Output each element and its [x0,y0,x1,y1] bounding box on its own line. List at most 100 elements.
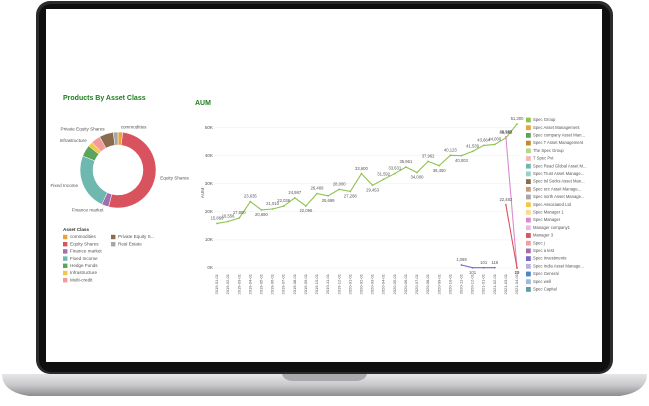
legend-swatch [526,117,531,123]
x-tick-label: 2019-09-01 [303,273,308,294]
y-tick-label: 10K [205,237,214,242]
data-label: 46,698 [499,129,512,134]
legend-swatch [63,249,68,254]
data-point [460,264,463,266]
data-label: 40,003 [455,158,468,163]
data-label: 22,096 [299,208,312,213]
data-point [416,171,418,174]
legend-swatch [526,202,531,208]
legend-swatch [111,242,116,247]
legend-label: Spec Capital [533,287,557,292]
data-point [482,144,485,147]
legend-swatch [526,263,531,269]
x-tick-label: 2019-12-01 [336,273,341,294]
data-point [282,205,285,208]
legend-label: Spec Manager 1 [533,210,564,215]
series-line [461,264,495,269]
data-label: 33,600 [355,166,368,171]
legend-swatch [63,270,68,276]
donut-slice [108,132,157,209]
data-label: 16,556 [222,214,235,219]
x-tick-label: 2019-07-01 [281,273,286,294]
data-label: 10 [515,270,520,275]
data-point [271,208,274,210]
data-point [393,172,396,175]
data-point [249,200,252,203]
data-label: 28,000 [333,181,346,186]
legend-swatch [526,186,531,192]
screen [46,9,602,362]
data-point [438,164,441,167]
legend-label: Spec Group [533,117,556,122]
legend-label: Spec Investments [533,256,566,261]
x-tick-label: 2020-03-01 [370,273,375,294]
data-point [471,266,474,269]
data-label: 41,539 [466,143,479,148]
legend-swatch [63,256,68,261]
data-point [449,154,452,157]
legend-label: Real Estate [118,241,142,246]
legend-label: Spec General [533,271,559,276]
data-label: 25,699 [322,198,335,203]
legend-label: Spec tsl Socks Asset Man... [533,179,585,184]
data-label: 20,690 [255,212,268,217]
data-point [382,178,385,181]
x-tick-label: 2020-05-01 [392,273,397,294]
data-label: 22,036 [277,198,290,203]
legend-swatch [526,233,531,238]
legend-label: Spec Trust Asset Manage... [533,171,584,176]
data-point [493,143,496,146]
data-label: 17,800 [233,210,246,215]
x-tick-label: 2019-08-01 [292,273,297,294]
x-tick-label: 2021-04-01 [514,273,519,294]
data-label: 27,268 [344,194,357,199]
slice-label: Infrastructure [60,138,88,143]
legend-label: Spec a test [533,248,555,253]
legend-swatch [526,171,531,177]
y-tick-label: 20K [205,209,214,214]
data-label: 43,664 [477,138,490,143]
series-line [505,204,518,269]
donut-slice [112,131,119,146]
data-point [460,154,463,157]
legend-label: Multi-credit [70,277,93,282]
legend-swatch [526,217,531,223]
x-tick-label: 2020-09-01 [436,273,441,294]
legend-swatch [526,256,531,261]
legend-swatch [526,194,531,200]
x-tick-label: 2019-10-01 [314,273,319,294]
x-tick-label: 2019-05-01 [259,273,264,294]
data-point [316,192,318,195]
data-point [504,135,507,138]
donut-legend-title: Asset Class [63,227,89,232]
legend-label: Spec Manager [533,217,561,222]
legend-label: Private Equity S... [118,234,155,239]
legend-label: Hedge Funds [70,263,98,268]
legend-swatch [526,179,531,184]
data-point [260,209,263,211]
data-label: 31,592 [377,171,390,176]
x-tick-label: 2020-04-01 [381,273,386,294]
legend-label: Manager company1 [533,225,571,230]
data-label: 33,631 [388,166,401,171]
legend-label: Spec T Asset Management [533,140,584,145]
x-tick-label: 2020-10-01 [447,273,452,294]
x-tick-label: 2019-11-01 [325,273,330,294]
legend-label: Spec India Asset Manage... [533,263,584,268]
slice-label: Equity Shares [160,175,189,180]
data-label: 40,123 [444,147,457,152]
legend-label: Manager 3 [533,233,554,238]
legend-swatch [63,242,68,247]
legend-swatch [526,148,531,154]
data-label: 15,869 [211,216,224,221]
legend-swatch [526,210,531,215]
x-tick-label: 2019-02-01 [225,273,230,294]
data-point [504,203,507,206]
legend-label: Spec Associated Ltd [533,202,572,207]
legend-swatch [526,248,531,254]
data-point [238,217,241,219]
notch [282,374,367,381]
x-tick-label: 2019-04-01 [247,273,252,294]
